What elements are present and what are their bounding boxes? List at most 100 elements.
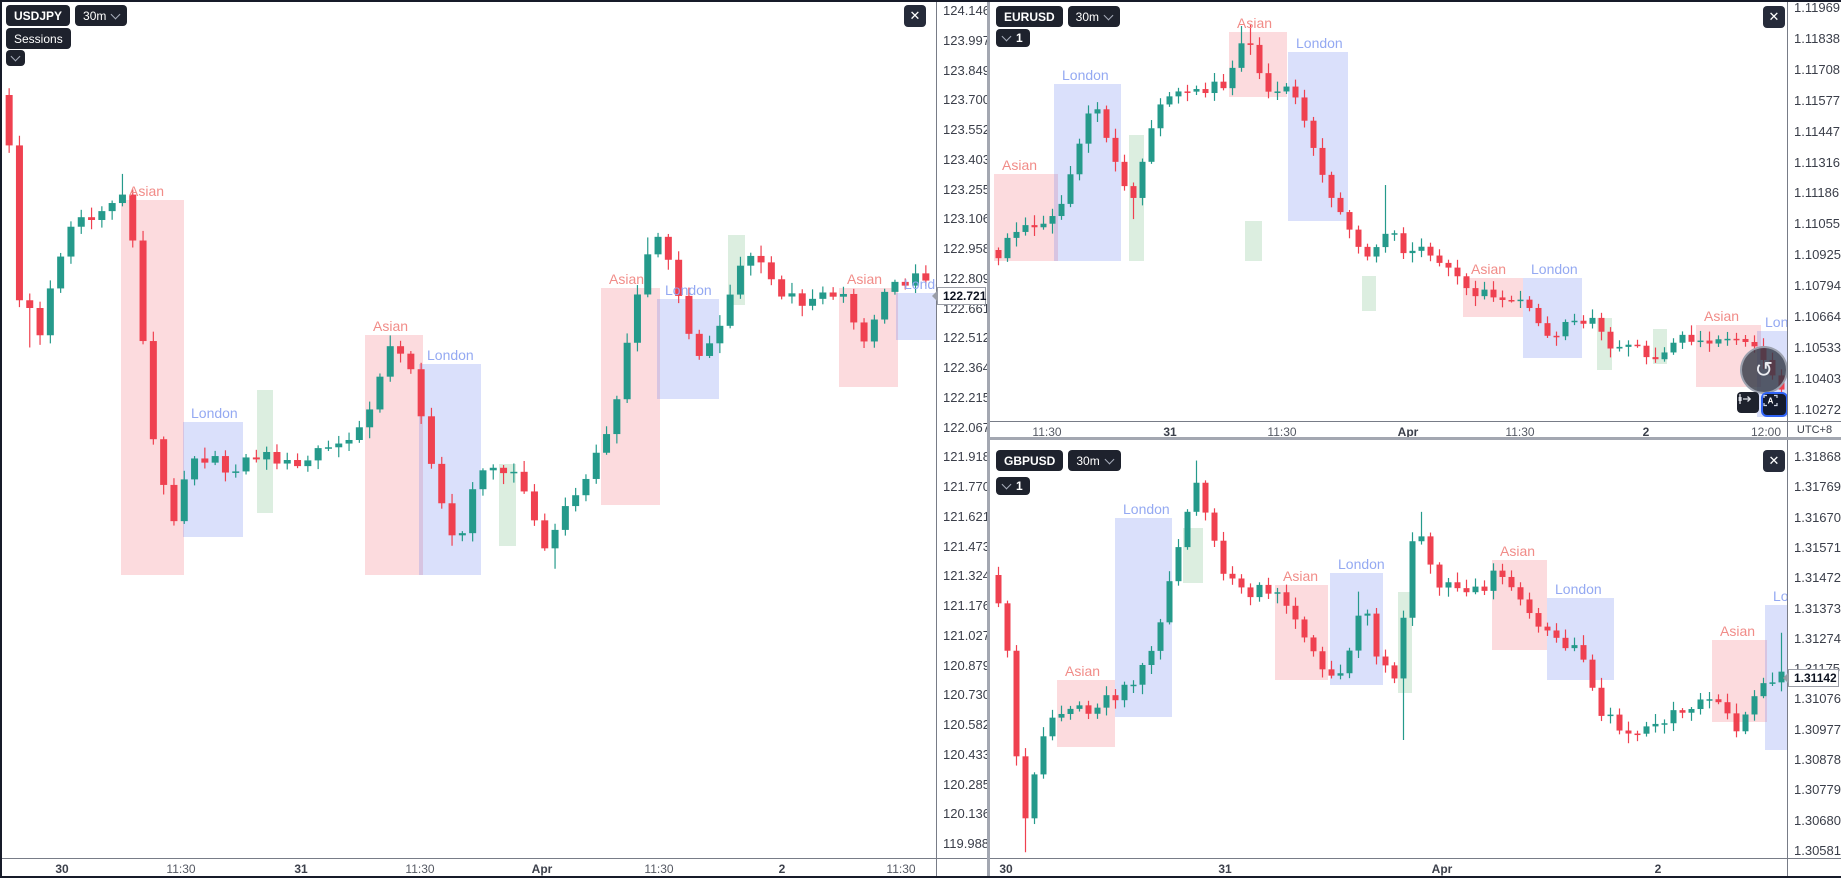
eurusd-session-green-box [1129, 135, 1144, 261]
usdjpy-collapse-row [6, 50, 25, 66]
candle-body [211, 456, 219, 463]
candle-body [1085, 113, 1092, 144]
eurusd-goto-realtime-button[interactable] [1737, 392, 1759, 413]
usdjpy-plot[interactable]: Asian London Asian London Asian London Asian Lo… [0, 0, 936, 858]
price-axis-label: 120.433 [943, 746, 990, 762]
candle-body [922, 273, 930, 281]
chart-panel-gbpusd: Asian London Asian London Asian London Asian Lo… [990, 440, 1841, 878]
candle-body [1418, 536, 1425, 542]
candle-body [397, 346, 405, 354]
price-axis-label: 1.10664 [1794, 309, 1841, 324]
usdjpy-indicator-badge[interactable]: Sessions [6, 28, 71, 49]
candle-body [1319, 147, 1326, 175]
eurusd-indicator-count-badge[interactable]: 1 [996, 29, 1030, 47]
gbpusd-price-axis[interactable]: 1.31868 1.31769 1.31670 1.31571 1.31472 1.313… [1783, 440, 1841, 858]
candle-body [108, 203, 116, 212]
chevron-down-icon [10, 51, 21, 62]
candle-body [995, 575, 1002, 604]
candle-body [1598, 687, 1605, 716]
price-axis-label: 1.11316 [1794, 154, 1841, 170]
candle-body [603, 434, 611, 453]
usdjpy-session-asian-box [839, 288, 898, 387]
candle-body [1319, 651, 1326, 670]
gbpusd-close-button[interactable]: ✕ [1763, 450, 1785, 472]
usdjpy-time-axis[interactable]: 30 11:30 31 11:30 Apr 11:30 2 11:30 [0, 858, 936, 878]
eurusd-session-green-box [1362, 276, 1376, 311]
candle-body [1616, 346, 1623, 349]
candle-body [335, 443, 343, 448]
eurusd-timeframe-dropdown[interactable]: 30m [1067, 6, 1121, 27]
price-axis-label: 1.31670 [1794, 509, 1841, 525]
price-axis-label: 123.403 [943, 151, 990, 167]
usdjpy-close-button[interactable]: ✕ [904, 5, 926, 27]
time-axis-label: Apr [1431, 862, 1453, 876]
candle-body [304, 460, 312, 467]
price-axis-label: 1.10403 [1794, 370, 1841, 386]
candle-body [489, 467, 497, 471]
candle-body [1715, 699, 1722, 703]
candle-body [1085, 705, 1092, 714]
candle-body [1733, 338, 1740, 341]
eurusd-time-axis[interactable]: 11:30 31 11:30 Apr 11:30 2 12:00 [990, 421, 1787, 439]
candle-body [1310, 637, 1317, 652]
candle-body [1400, 233, 1407, 254]
candle-body [427, 416, 435, 464]
candle-body [479, 470, 487, 490]
time-axis-label: 11:30 [1267, 425, 1297, 439]
price-axis-label: 123.255 [943, 181, 990, 197]
candle-body [1121, 684, 1128, 701]
usdjpy-session-london-box [896, 293, 936, 340]
eurusd-price-axis[interactable]: 1.11969 1.11838 1.11708 1.11577 1.11447 1.113… [1787, 0, 1841, 421]
candle-body [1328, 669, 1335, 676]
candle-body [1382, 656, 1389, 666]
eurusd-symbol-badge[interactable]: EURUSD [996, 6, 1063, 27]
candle-body [695, 333, 703, 356]
usdjpy-collapse-button[interactable] [6, 50, 25, 66]
gbpusd-plot[interactable]: Asian London Asian London Asian London Asian Lo… [990, 440, 1787, 858]
panel-separator-vertical[interactable] [987, 0, 990, 878]
candle-body [1031, 774, 1038, 819]
candle-body [1391, 665, 1398, 679]
candle-body [1670, 710, 1677, 724]
candle-body [685, 295, 693, 334]
eurusd-autoscale-button[interactable]: A [1761, 392, 1787, 417]
gbpusd-time-axis[interactable]: 30 31 Apr 2 [990, 858, 1787, 878]
candle-body [592, 452, 600, 479]
frame-bottom [0, 876, 1841, 878]
eurusd-timezone-corner[interactable]: UTC+8 [1787, 421, 1841, 438]
candle-body [1229, 573, 1236, 579]
gbpusd-candlestick-canvas[interactable] [990, 440, 1787, 858]
gbpusd-indicator-count-badge[interactable]: 1 [996, 477, 1030, 495]
usdjpy-session-green-box [257, 390, 273, 513]
eurusd-reload-button[interactable]: ↺ [1740, 346, 1787, 394]
candle-body [1184, 91, 1191, 93]
candle-body [1130, 684, 1137, 687]
usdjpy-timeframe-dropdown[interactable]: 30m [75, 5, 128, 26]
panel-separator-horizontal[interactable] [990, 437, 1841, 440]
candle-body [139, 240, 147, 342]
price-axis-label: 121.176 [943, 598, 990, 613]
price-axis-label: 122.512 [943, 330, 990, 346]
candle-body [221, 456, 229, 473]
candle-body [1067, 708, 1074, 714]
candle-body [67, 226, 75, 257]
candle-body [1508, 576, 1515, 588]
gbpusd-timeframe-dropdown[interactable]: 30m [1068, 450, 1121, 471]
time-axis-label: 2 [1642, 425, 1650, 439]
usdjpy-symbol-badge[interactable]: USDJPY [6, 5, 71, 26]
candle-body [1193, 89, 1200, 92]
usdjpy-candlestick-canvas[interactable] [0, 0, 936, 858]
gbpusd-session-london-box [1547, 598, 1614, 680]
candle-body [1112, 695, 1119, 701]
eurusd-plot[interactable]: Asian London Asian London Asian London Asian Lo… [990, 0, 1787, 421]
usdjpy-price-axis[interactable]: 124.146 123.997 123.849 123.700 123.552 123.4… [932, 0, 990, 858]
candle-body [1040, 223, 1047, 228]
eurusd-close-button[interactable]: ✕ [1763, 6, 1785, 28]
candle-body [1166, 581, 1173, 623]
candle-body [1094, 109, 1101, 114]
gbpusd-symbol-badge[interactable]: GBPUSD [996, 450, 1064, 471]
candle-body [1058, 203, 1065, 217]
eurusd-candlestick-canvas[interactable] [990, 0, 1787, 421]
candle-body [5, 95, 13, 146]
candle-body [1742, 338, 1749, 342]
